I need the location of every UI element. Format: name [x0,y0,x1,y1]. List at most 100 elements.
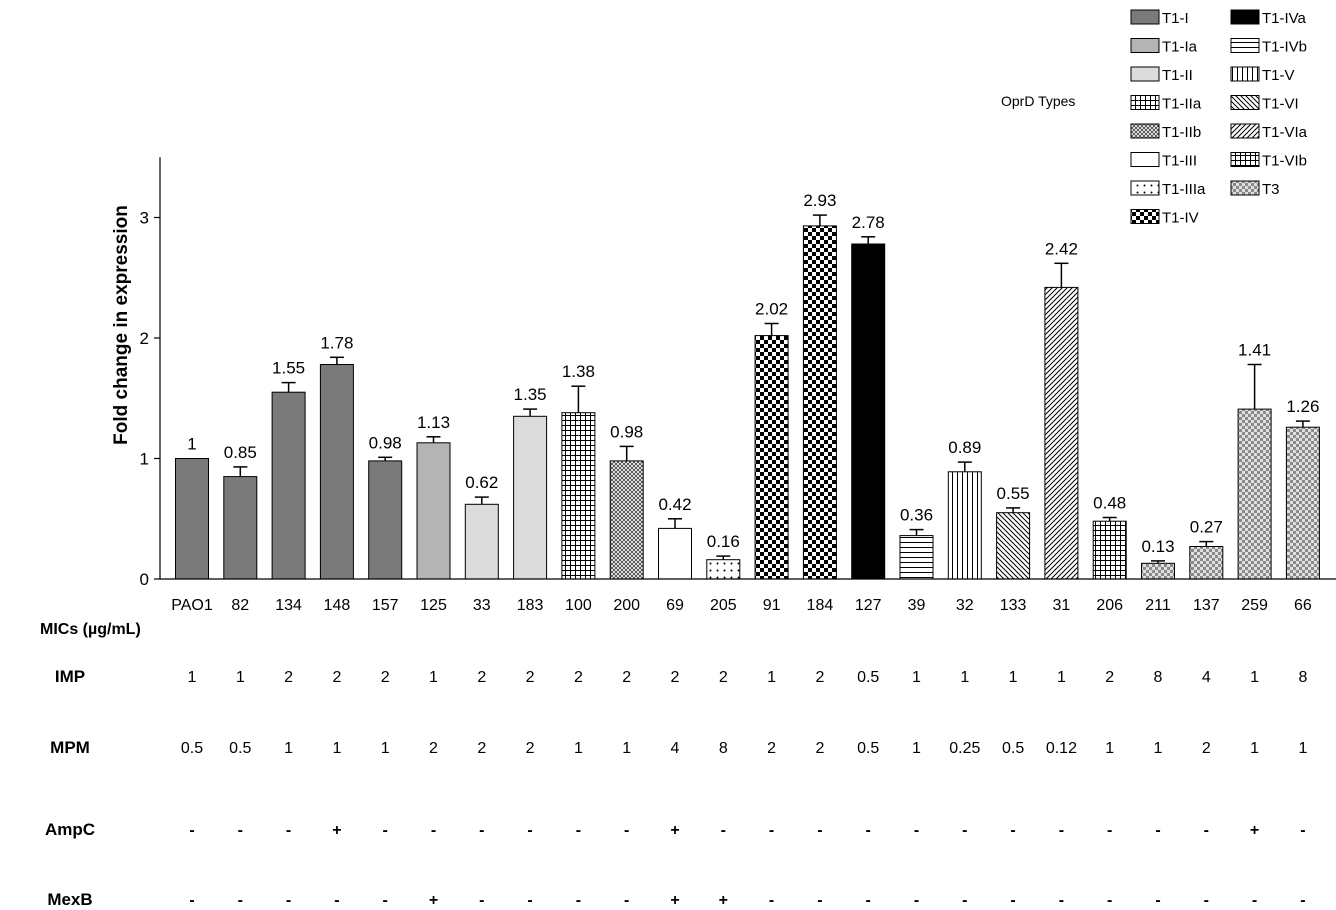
table-cell: - [431,822,436,839]
table-cell: 1 [622,740,631,757]
bar-31 [1044,286,1079,580]
table-cell: 4 [671,740,680,757]
legend-label: T1-IIa [1162,96,1202,113]
table-cell: 2 [1105,669,1114,686]
table-cell: 0.5 [181,740,203,757]
mic-table-title: MICs (µg/mL) [40,621,141,638]
value-label: 0.62 [465,473,498,492]
legend-swatch-T3 [1230,180,1260,196]
table-cell: + [332,822,341,839]
table-cell: - [962,892,967,909]
legend-label: T1-IIb [1162,124,1201,141]
bar-33 [464,503,499,580]
bar-134 [271,391,306,580]
value-label: 0.13 [1141,537,1174,556]
x-tick-label: 32 [956,597,974,614]
table-cell: 1 [1057,669,1066,686]
table-cell: 2 [574,669,583,686]
legend-label: T1-V [1262,67,1295,84]
table-cell: 2 [1202,740,1211,757]
table-cell: 1 [1250,669,1259,686]
x-tick-label: 127 [855,597,882,614]
table-cell: - [334,892,339,909]
x-tick-label: 69 [666,597,684,614]
table-cell: 2 [332,669,341,686]
x-tick-label: 157 [372,597,399,614]
x-tick-label: 211 [1145,597,1171,614]
legend-swatch-T1-IIIa [1130,180,1160,196]
value-label: 0.55 [997,484,1030,503]
value-label: 0.27 [1190,518,1223,537]
legend-label: T1-IIIa [1162,181,1206,198]
table-cell: + [670,822,679,839]
legend-swatch-T1-IV [1130,209,1160,224]
bar-125 [416,442,451,580]
table-cell: 1 [188,669,197,686]
value-label: 0.16 [707,532,740,551]
table-cell: - [866,822,871,839]
table-cell: 1 [332,740,341,757]
table-cell: 2 [526,669,535,686]
table-cell: - [1252,892,1257,909]
bar-69 [658,527,692,580]
bar-39 [899,535,934,580]
table-cell: - [1010,822,1015,839]
bar-91 [754,335,789,580]
table-cell: 2 [477,740,486,757]
table-cell: 8 [719,740,728,757]
x-tick-label: 184 [807,597,834,614]
table-cell: 1 [960,669,969,686]
x-tick-label: 183 [517,597,544,614]
x-tick-label: 259 [1241,597,1268,614]
value-label: 0.98 [610,422,643,441]
table-cell: - [1059,892,1064,909]
table-cell: 1 [1250,740,1259,757]
value-label: 1.55 [272,359,305,378]
mic-table: MICs (µg/mL) IMP 1 1 2 2 2 1 2 2 2 2 2 2 1 2 0.5 1 1 1 1 2 8 4… [40,621,1307,909]
table-cell: 2 [767,740,776,757]
table-cell: - [238,822,243,839]
value-label: 1.78 [320,333,353,352]
table-row-label: AmpC [45,820,95,839]
legend: OprD Types T1-I T1-Ia T1-II T1-IIa T1-IIb T1-… [1001,9,1308,227]
x-tick-label: 82 [231,597,249,614]
legend-swatch-T1-IIa [1130,95,1160,110]
table-cell: - [383,822,388,839]
value-label: 1 [187,435,196,454]
value-label: 1.26 [1286,397,1319,416]
x-tick-label: 33 [473,597,491,614]
table-cell: 2 [477,669,486,686]
value-label: 2.42 [1045,239,1078,258]
bar-205 [706,559,741,580]
bar-82 [223,476,258,580]
legend-swatch-T1-IVb [1230,38,1260,53]
table-cell: 1 [429,669,438,686]
table-cell: 0.5 [857,669,879,686]
table-cell: 2 [429,740,438,757]
table-cell: 1 [767,669,776,686]
table-cell: 2 [815,740,824,757]
x-tick-label: 206 [1096,597,1123,614]
table-cell: - [286,822,291,839]
legend-swatch-T1-IVa [1230,9,1260,25]
bar-183 [513,415,548,580]
table-cell: 4 [1202,669,1211,686]
bar-137 [1189,546,1224,580]
legend-title: OprD Types [1001,93,1075,109]
value-label: 2.02 [755,300,788,319]
table-cell: 1 [574,740,583,757]
table-cell: - [383,892,388,909]
x-tick-label: 100 [565,597,592,614]
legend-swatch-T1-III [1130,152,1160,167]
table-cell: - [527,892,532,909]
table-cell: - [189,892,194,909]
table-cell: - [817,892,822,909]
x-tick-label: 134 [275,597,302,614]
x-tick-label: 91 [763,597,781,614]
bar-200 [609,460,644,580]
table-cell: - [769,822,774,839]
table-cell: 1 [1009,669,1018,686]
table-cell: - [1204,892,1209,909]
table-cell: - [1300,892,1305,909]
table-cell: 2 [381,669,390,686]
